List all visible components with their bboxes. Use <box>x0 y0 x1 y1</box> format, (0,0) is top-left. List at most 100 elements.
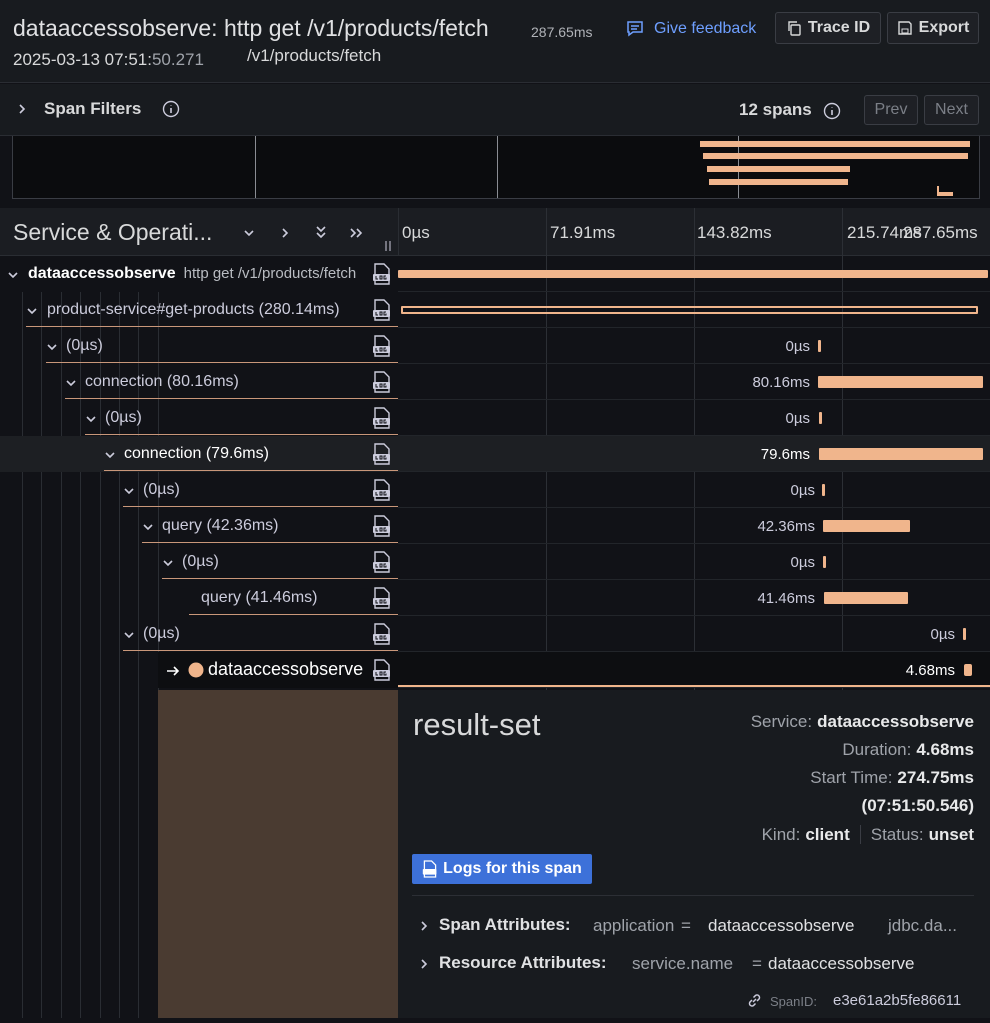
filters-info-glyph <box>162 100 180 118</box>
span-bar[interactable] <box>824 592 908 604</box>
span-name[interactable]: query (41.46ms) <box>201 589 368 607</box>
log-icon-glyph <box>373 515 390 537</box>
collapse-one[interactable] <box>243 226 255 244</box>
resource-attribute-toggle[interactable] <box>418 957 430 975</box>
row-toggle[interactable] <box>85 412 97 430</box>
log-icon[interactable] <box>372 587 392 614</box>
details-divider <box>412 895 974 896</box>
expand-one[interactable] <box>279 226 291 244</box>
resource-attribute-label[interactable]: Resource Attributes: <box>439 953 607 972</box>
row-underline <box>104 470 398 471</box>
row-toggle[interactable] <box>123 628 135 646</box>
log-icon[interactable] <box>372 263 392 290</box>
collapse-all[interactable] <box>315 224 327 245</box>
row-toggle-glyph <box>66 380 76 387</box>
span-attribute-label[interactable]: Span Attributes: <box>439 915 571 934</box>
span-bar[interactable] <box>818 376 983 388</box>
count-info-glyph <box>823 102 841 120</box>
export-button[interactable]: Export <box>887 12 979 44</box>
save-icon <box>897 21 912 35</box>
row-toggle-glyph <box>124 488 134 495</box>
span-bar[interactable] <box>819 448 983 460</box>
indent-guide <box>41 292 43 1018</box>
span-bar[interactable] <box>963 628 966 640</box>
operation-name: http get /v1/products/fetch <box>183 265 357 282</box>
span-bar[interactable] <box>823 520 910 532</box>
row-divider <box>398 579 990 580</box>
row-toggle[interactable] <box>65 376 77 394</box>
row-toggle[interactable] <box>26 304 38 322</box>
time-tick: 0µs <box>402 223 430 242</box>
span-name[interactable]: (0µs) <box>182 553 368 571</box>
log-icon[interactable] <box>372 659 392 686</box>
next-button[interactable]: Next <box>924 95 979 125</box>
log-icon[interactable] <box>372 443 392 470</box>
indent-guide <box>119 292 120 1018</box>
time-tick: 215.74ms <box>847 223 922 242</box>
expand-all[interactable] <box>349 226 365 244</box>
attr-key: service.name <box>632 954 734 973</box>
row-selected <box>158 652 990 688</box>
span-name[interactable]: query (42.36ms) <box>162 517 368 535</box>
log-icon[interactable] <box>372 407 392 434</box>
log-icon-glyph <box>373 299 390 321</box>
log-icon[interactable] <box>372 299 392 326</box>
row-toggle[interactable] <box>7 268 19 286</box>
detail-kind-status: Kind: client Status: unset <box>762 825 974 845</box>
prev-button[interactable]: Prev <box>864 95 918 125</box>
bar-label: 4.68ms <box>905 662 955 679</box>
bar-label: 80.16ms <box>752 374 810 391</box>
span-name[interactable]: (0µs) <box>105 409 368 427</box>
column-resizer[interactable] <box>384 239 392 257</box>
log-icon[interactable] <box>372 371 392 398</box>
detail-value: dataaccessobserve <box>817 712 974 731</box>
selected-underline <box>398 685 990 688</box>
row-toggle[interactable] <box>123 484 135 502</box>
log-icon[interactable] <box>372 479 392 506</box>
row-toggle[interactable] <box>162 556 174 574</box>
row-toggle-glyph <box>27 308 37 315</box>
span-name[interactable]: product-service#get-products (280.14ms) <box>47 301 368 319</box>
bar-label: 0µs <box>930 626 956 643</box>
copy-icon <box>788 21 801 36</box>
trace-id-button[interactable]: Trace ID <box>775 12 881 44</box>
log-icon[interactable] <box>372 515 392 542</box>
log-icon-glyph <box>373 407 390 429</box>
logs-button-icon <box>422 860 437 878</box>
span-bar[interactable] <box>964 664 972 676</box>
log-icon[interactable] <box>372 335 392 362</box>
logs-button[interactable]: Logs for this span <box>412 854 592 884</box>
minimap-span <box>703 153 968 159</box>
row-toggle-glyph <box>143 524 153 531</box>
span-name[interactable]: connection (79.6ms) <box>124 445 368 463</box>
log-icon[interactable] <box>372 623 392 650</box>
give-feedback[interactable]: Give feedback <box>654 20 757 37</box>
row-toggle[interactable] <box>104 448 116 466</box>
service-dot <box>188 662 204 683</box>
span-bar[interactable] <box>818 340 821 352</box>
detail-value: 4.68ms <box>916 740 974 759</box>
row-underline <box>123 650 398 651</box>
span-name[interactable]: (0µs) <box>143 625 368 643</box>
span-bar[interactable] <box>398 270 988 278</box>
filters-toggle[interactable] <box>16 102 28 120</box>
span-name[interactable]: dataaccessobserve <box>208 659 374 680</box>
span-bar[interactable] <box>401 306 978 314</box>
span-bar[interactable] <box>822 484 825 496</box>
span-name[interactable]: (0µs) <box>143 481 368 499</box>
span-name[interactable]: connection (80.16ms) <box>85 373 368 391</box>
row-toggle[interactable] <box>46 340 58 358</box>
span-bar[interactable] <box>819 412 822 424</box>
bar-label: 42.36ms <box>757 518 815 535</box>
span-name[interactable]: (0µs) <box>66 337 368 355</box>
detail-service: Service: dataaccessobserve <box>751 712 974 732</box>
span-filters[interactable]: Span Filters <box>44 99 142 118</box>
span-attribute-toggle[interactable] <box>418 919 430 937</box>
log-icon[interactable] <box>372 551 392 578</box>
link-icon-glyph <box>748 994 761 1007</box>
trace-date: 2025-03-13 07:51:50.271 <box>13 50 204 70</box>
span-name[interactable]: dataaccessobserve http get /v1/products/f… <box>28 265 368 283</box>
span-bar[interactable] <box>823 556 826 568</box>
detail-value: 274.75ms <box>897 768 974 787</box>
row-toggle[interactable] <box>142 520 154 538</box>
